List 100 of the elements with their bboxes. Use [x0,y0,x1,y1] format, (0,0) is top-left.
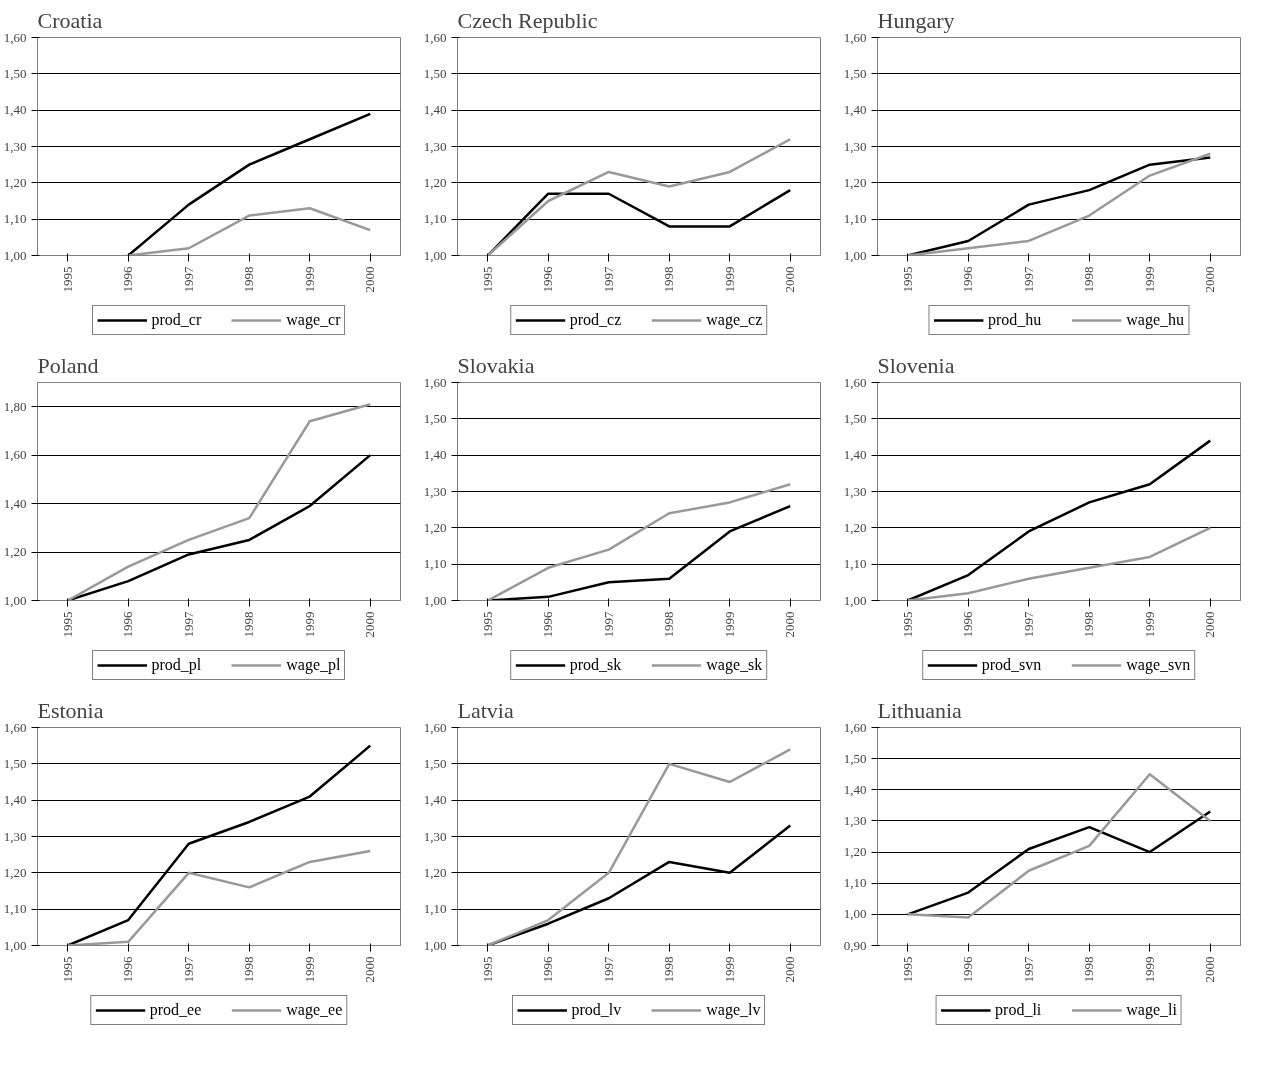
chart-title: Slovakia [457,352,535,378]
y-tick-label: 1,60 [423,29,447,45]
x-tick-label: 1996 [960,611,976,638]
x-tick-label: 1998 [661,956,677,983]
y-tick-label: 1,30 [843,483,867,499]
y-tick-label: 1,40 [423,792,447,808]
x-tick-label: 2000 [782,956,798,983]
x-tick-label: 1999 [721,266,737,293]
x-tick-label: 1996 [120,611,136,638]
y-tick-label: 1,60 [3,447,27,463]
y-tick-label: 1,50 [843,65,867,81]
x-tick-label: 1996 [540,956,556,983]
y-tick-label: 1,20 [843,519,867,535]
y-tick-label: 1,40 [423,447,447,463]
chart-title: Lithuania [877,697,963,723]
y-tick-label: 1,20 [3,174,27,190]
chart-title: Croatia [37,7,103,33]
y-tick-label: 1,50 [423,410,447,426]
y-tick-label: 1,60 [843,719,867,735]
y-tick-label: 1,20 [423,174,447,190]
y-tick-label: 1,10 [843,875,867,891]
y-tick-label: 1,30 [423,483,447,499]
y-tick-label: 1,10 [423,211,447,227]
legend-label: prod_cz [569,311,622,329]
x-tick-label: 1999 [301,266,317,293]
x-tick-label: 1998 [1081,611,1097,638]
x-tick-label: 1998 [661,611,677,638]
y-tick-label: 1,60 [3,719,27,735]
x-tick-label: 1997 [600,266,616,293]
y-tick-label: 1,80 [3,398,27,414]
y-tick-label: 1,20 [3,544,27,560]
x-tick-label: 2000 [362,266,378,293]
x-tick-label: 1998 [661,266,677,293]
x-tick-label: 1997 [600,611,616,638]
x-tick-label: 1996 [960,956,976,983]
legend-label: wage_ee [286,1001,343,1019]
y-tick-label: 1,00 [3,247,27,263]
x-tick-label: 2000 [1202,611,1218,638]
y-tick-label: 1,20 [423,519,447,535]
y-tick-label: 1,10 [3,211,27,227]
y-tick-label: 1,00 [423,247,447,263]
y-tick-label: 1,60 [843,374,867,390]
legend-label: wage_pl [286,656,341,674]
chart-title: Hungary [877,7,955,33]
x-tick-label: 1995 [479,266,495,293]
legend-label: wage_cr [286,311,341,329]
y-tick-label: 1,50 [423,755,447,771]
y-tick-label: 1,00 [843,906,867,922]
y-tick-label: 1,00 [843,592,867,608]
x-tick-label: 1995 [479,611,495,638]
x-tick-label: 1995 [59,956,75,983]
x-tick-label: 1995 [899,266,915,293]
chart-title: Estonia [37,697,104,723]
x-tick-label: 2000 [782,611,798,638]
y-tick-label: 1,10 [843,211,867,227]
y-tick-label: 1,60 [423,374,447,390]
legend-label: prod_sk [569,656,622,674]
x-tick-label: 1997 [180,266,196,293]
legend-label: prod_svn [981,656,1042,674]
x-tick-label: 2000 [1202,956,1218,983]
legend-label: wage_hu [1126,311,1185,329]
x-tick-label: 2000 [362,956,378,983]
legend-label: wage_sk [706,656,763,674]
legend-label: prod_li [995,1001,1042,1019]
chart-title: Poland [37,352,99,378]
y-tick-label: 1,50 [3,755,27,771]
y-tick-label: 1,30 [843,138,867,154]
legend-label: wage_svn [1126,656,1191,674]
y-tick-label: 1,30 [3,138,27,154]
y-tick-label: 1,30 [3,828,27,844]
x-tick-label: 1997 [180,956,196,983]
x-tick-label: 1996 [120,266,136,293]
y-tick-label: 1,00 [843,247,867,263]
chart-title: Latvia [457,697,514,723]
y-tick-label: 1,40 [3,495,27,511]
x-tick-label: 2000 [1202,266,1218,293]
x-tick-label: 1999 [1141,956,1157,983]
x-tick-label: 1996 [960,266,976,293]
x-tick-label: 1995 [899,611,915,638]
x-tick-label: 2000 [362,611,378,638]
y-tick-label: 1,10 [423,901,447,917]
chart-title: Czech Republic [457,7,598,33]
x-tick-label: 1998 [1081,956,1097,983]
y-tick-label: 1,50 [843,410,867,426]
x-tick-label: 1999 [721,956,737,983]
legend-label: prod_ee [149,1001,202,1019]
y-tick-label: 1,40 [843,102,867,118]
y-tick-label: 1,00 [423,592,447,608]
x-tick-label: 1995 [479,956,495,983]
y-tick-label: 1,20 [3,864,27,880]
legend-label: prod_hu [987,311,1042,329]
y-tick-label: 1,60 [423,719,447,735]
y-tick-label: 1,10 [423,556,447,572]
y-tick-label: 1,00 [3,592,27,608]
x-tick-label: 2000 [782,266,798,293]
y-tick-label: 0,90 [843,937,867,953]
y-tick-label: 1,40 [3,792,27,808]
legend-label: wage_lv [706,1001,761,1019]
x-tick-label: 1995 [59,266,75,293]
y-tick-label: 1,50 [843,750,867,766]
